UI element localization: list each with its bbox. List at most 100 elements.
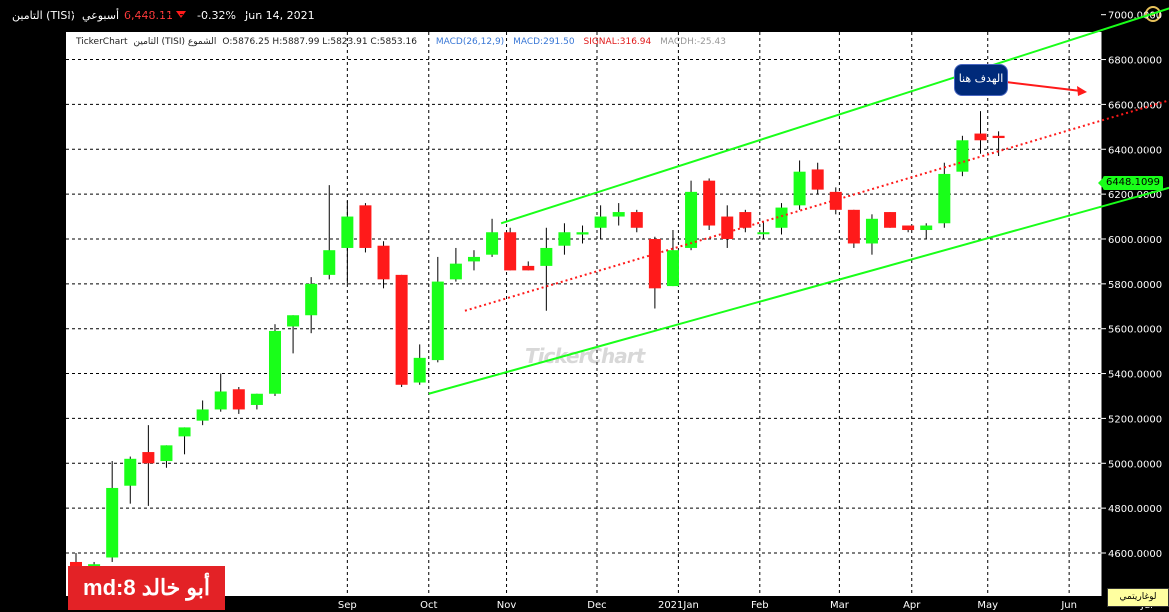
legend-macdh: MACDH:-25.43 [660,37,726,47]
channel-mid [464,99,1169,312]
candle-body [106,487,119,558]
candle-body [522,265,535,271]
symbol-label[interactable]: التامين (TISI) [12,9,75,22]
candle-body [486,232,499,255]
candle-body [757,232,770,235]
plot-area[interactable]: TickerChart [66,32,1101,596]
legend-macd-value: MACD:291.50 [513,37,575,47]
last-price: 6,448.11 [124,9,173,22]
candle-body [268,330,281,394]
y-tick-label: 5600.0000 [1108,325,1162,336]
candle-body [902,225,915,231]
x-tick-label: Oct [420,600,437,611]
candle-body [920,225,933,231]
price-axis [1101,32,1169,596]
candle-body [214,391,227,410]
channel-lower [428,186,1169,395]
candle-body [666,250,679,287]
candle-body [287,315,300,327]
y-tick-label: 7000.0000 [1108,11,1162,22]
y-tick-label: 5200.0000 [1108,414,1162,425]
legend-series: التامين (TISI) الشموع [133,37,217,47]
candle-body [504,232,517,271]
candle-body [323,250,336,275]
x-tick-label: Apr [903,600,921,611]
time-axis [66,596,1101,612]
candle-body [847,209,860,244]
candle-body [558,232,571,246]
candle-body [196,409,209,421]
candle-body [232,389,245,410]
candle-body [250,393,263,405]
candle-body [431,281,444,361]
candle-body [811,169,824,190]
x-tick-label: Feb [751,600,769,611]
candle-body [395,274,408,385]
candle-body [612,212,625,217]
candle-body [540,247,553,266]
candle-body [648,238,661,289]
candle-body [721,216,734,239]
change-percent: -0.32% [197,9,236,22]
candle-body [739,212,752,228]
candle-body [341,216,354,248]
last-price-badge: 6448.1099 [1098,176,1163,190]
x-tick-label: Nov [497,600,517,611]
candle-body [449,263,462,280]
target-annotation: الهدف هنا [954,64,1008,96]
candle-body [359,205,372,248]
candle-body [467,256,480,262]
y-tick-label: 6000.0000 [1108,235,1162,246]
legend-macd: MACD(26,12,9) [435,37,505,47]
brand-watermark: md:8 أبو خالد [68,566,225,610]
candle-body [377,245,390,280]
candle-body [630,212,643,228]
period-label[interactable]: أسبوعي [82,9,120,22]
target-arrow-head [1077,86,1087,96]
log-scale-button[interactable]: لوغاريتمي [1107,588,1169,607]
candle-body [974,133,987,141]
legend-signal: SIGNAL:316.94 [583,37,652,47]
candle-body [992,135,1005,139]
candle-body [775,207,788,228]
y-tick-label: 5000.0000 [1108,459,1162,470]
candle-body [594,216,607,228]
candle-body [793,171,806,206]
y-tick-label: 6600.0000 [1108,100,1162,111]
target-arrow-line [1005,81,1082,92]
candle-body [938,173,951,224]
channel-upper [500,7,1169,225]
candle-body [884,212,897,228]
top-bar: التامين (TISI) أسبوعي 6,448.11 -0.32% Ju… [0,0,1169,32]
legend-chart-name: TickerChart [76,37,128,47]
candle-body [124,458,137,486]
candle-body [703,180,716,226]
watermark: TickerChart [525,344,645,368]
candle-body [576,232,589,235]
candle-body [160,445,173,462]
x-tick-label: May [977,600,998,611]
y-tick-label: 4600.0000 [1108,549,1162,560]
x-tick-label: 2021Jan [658,600,699,611]
x-tick-label: Sep [338,600,357,611]
y-tick-label: 5800.0000 [1108,280,1162,291]
y-tick-label: 6200.0000 [1108,190,1162,201]
candle-body [956,140,969,172]
x-tick-label: Dec [587,600,606,611]
candle-body [685,191,698,248]
candle-body [178,427,191,437]
date-label: Jun 14, 2021 [245,9,315,22]
y-tick-label: 5400.0000 [1108,370,1162,381]
candle-body [305,283,318,316]
y-tick-label: 6400.0000 [1108,145,1162,156]
candle-body [413,357,426,383]
x-tick-label: Mar [830,600,850,611]
candle-body [865,218,878,244]
legend-ohlc: O:5876.25 H:5887.99 L:5823.91 C:5853.16 [222,37,417,47]
candle-body [142,452,155,464]
y-tick-label: 4800.0000 [1108,504,1162,515]
x-tick-label: Jun [1060,600,1077,611]
chart-legend: TickerChart التامين (TISI) الشموع O:5876.2… [76,37,732,47]
y-tick-label: 6800.0000 [1108,56,1162,67]
